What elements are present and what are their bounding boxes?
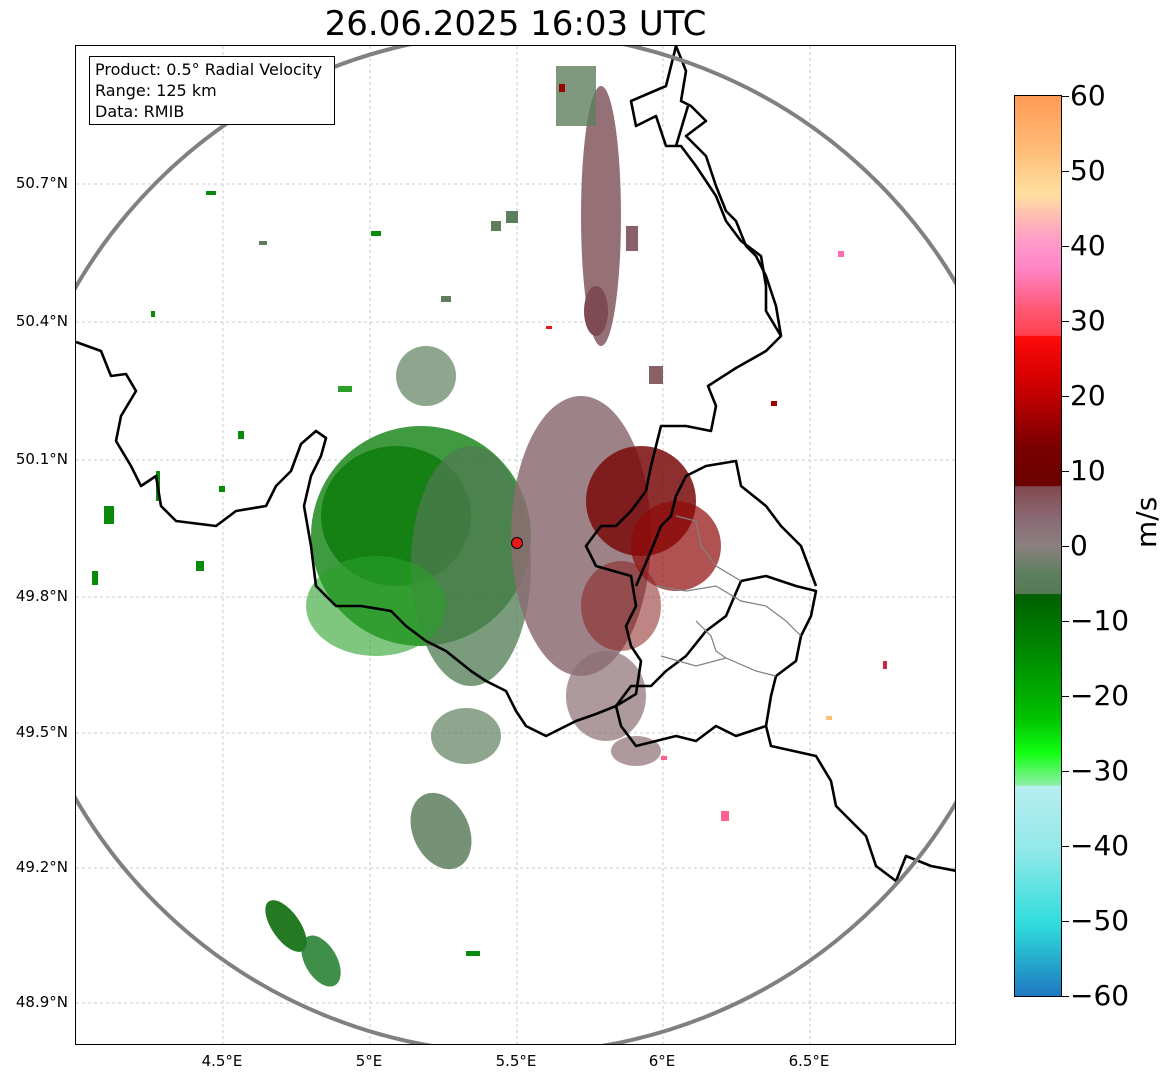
colorbar-label: 30 bbox=[1070, 304, 1106, 337]
colorbar-label: −60 bbox=[1070, 979, 1130, 1012]
colorbar-label: −30 bbox=[1070, 754, 1130, 787]
province-borders bbox=[655, 515, 802, 677]
radar-site-icon bbox=[511, 537, 523, 549]
data-source-label: Data: RMIB bbox=[95, 102, 185, 121]
lat-label: 49.2°N bbox=[15, 858, 68, 876]
colorbar-label: −40 bbox=[1070, 829, 1130, 862]
colorbar-label: 20 bbox=[1070, 379, 1106, 412]
colorbar-tick bbox=[1062, 621, 1069, 622]
colorbar-label: −50 bbox=[1070, 904, 1130, 937]
lon-label: 5.5°E bbox=[495, 1052, 537, 1070]
range-label: Range: 125 km bbox=[95, 81, 217, 100]
colorbar-label: −20 bbox=[1070, 679, 1130, 712]
colorbar-label: 50 bbox=[1070, 154, 1106, 187]
colorbar-label: −10 bbox=[1070, 604, 1130, 637]
velocity-echoes-positive bbox=[511, 66, 887, 821]
lat-label: 50.7°N bbox=[15, 174, 68, 192]
lat-label: 50.4°N bbox=[15, 312, 68, 330]
colorbar-tick bbox=[1062, 696, 1069, 697]
colorbar-tick bbox=[1062, 96, 1069, 97]
colorbar-tick bbox=[1062, 846, 1069, 847]
product-info-box: Product: 0.5° Radial Velocity Range: 125… bbox=[89, 56, 335, 125]
lat-label: 50.1°N bbox=[15, 450, 68, 468]
colorbar-unit: m/s bbox=[1130, 496, 1163, 548]
country-borders bbox=[76, 46, 955, 883]
colorbar-tick bbox=[1062, 996, 1069, 997]
colorbar-tick bbox=[1062, 246, 1069, 247]
product-label: Product: 0.5° Radial Velocity bbox=[95, 60, 323, 79]
colorbar-tick bbox=[1062, 321, 1069, 322]
colorbar-tick bbox=[1062, 471, 1069, 472]
colorbar-label: 0 bbox=[1070, 529, 1088, 562]
lon-label: 6.5°E bbox=[788, 1052, 830, 1070]
colorbar-tick bbox=[1062, 921, 1069, 922]
colorbar-label: 60 bbox=[1070, 79, 1106, 112]
lon-label: 4.5°E bbox=[201, 1052, 243, 1070]
velocity-colorbar bbox=[1014, 95, 1062, 997]
lon-label: 5°E bbox=[355, 1052, 383, 1070]
colorbar-label: 10 bbox=[1070, 454, 1106, 487]
lat-label: 48.9°N bbox=[15, 993, 68, 1011]
lat-label: 49.8°N bbox=[15, 587, 68, 605]
colorbar-tick bbox=[1062, 546, 1069, 547]
colorbar-tick bbox=[1062, 171, 1069, 172]
colorbar-tick bbox=[1062, 771, 1069, 772]
lon-label: 6°E bbox=[648, 1052, 676, 1070]
colorbar-tick bbox=[1062, 396, 1069, 397]
radar-map[interactable] bbox=[75, 45, 956, 1045]
velocity-echoes-negative bbox=[92, 191, 531, 987]
colorbar-label: 40 bbox=[1070, 229, 1106, 262]
lat-label: 49.5°N bbox=[15, 723, 68, 741]
map-title: 26.06.2025 16:03 UTC bbox=[324, 4, 707, 44]
